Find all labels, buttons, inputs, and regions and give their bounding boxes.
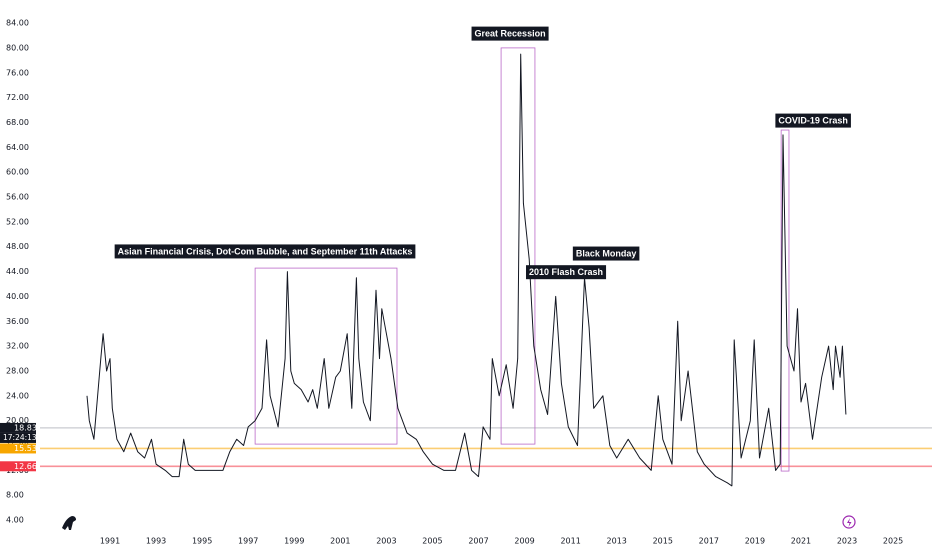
x-tick-label: 1997 — [238, 537, 258, 546]
y-tick-label: 40.00 — [6, 292, 29, 301]
x-tick-label: 1995 — [192, 537, 212, 546]
price-label: 15.53 — [14, 444, 37, 453]
x-tick-label: 2011 — [560, 537, 580, 546]
countdown-box — [0, 432, 36, 443]
annotation: Great Recession — [471, 26, 549, 41]
annotation-box — [114, 244, 416, 259]
y-tick-label: 68.00 — [6, 118, 29, 127]
x-tick-label: 2023 — [837, 537, 857, 546]
x-tick-label: 1991 — [100, 537, 120, 546]
price-label: 18.83 — [14, 423, 37, 432]
annotation-text: Great Recession — [475, 29, 546, 39]
annotation: 2010 Flash Crash — [526, 265, 607, 280]
annotation-text: COVID-19 Crash — [778, 116, 848, 126]
x-tick-label: 2005 — [422, 537, 442, 546]
annotation-box — [572, 246, 640, 261]
annotation-box — [526, 265, 607, 280]
price-label-box — [0, 461, 36, 472]
y-tick-label: 56.00 — [6, 193, 29, 202]
y-tick-label: 36.00 — [6, 317, 29, 326]
event-region — [254, 267, 398, 445]
lightning-circle[interactable] — [842, 515, 856, 529]
annotation-box — [471, 26, 549, 41]
y-tick-label: 76.00 — [6, 68, 29, 77]
x-tick-label: 2013 — [607, 537, 627, 546]
x-tick-label: 2019 — [745, 537, 765, 546]
price-label-box — [0, 422, 36, 433]
lightning-button[interactable] — [842, 515, 856, 529]
x-tick-label: 2021 — [791, 537, 811, 546]
price-label-box — [0, 443, 36, 454]
price-label: 12.66 — [14, 462, 37, 471]
y-tick-label: 4.00 — [6, 516, 24, 525]
annotation-box — [775, 113, 851, 128]
x-tick-label: 2009 — [514, 537, 534, 546]
y-tick-label: 64.00 — [6, 143, 29, 152]
y-tick-label: 44.00 — [6, 267, 29, 276]
y-tick-label: 52.00 — [6, 217, 29, 226]
y-tick-label: 84.00 — [6, 19, 29, 28]
annotation: COVID-19 Crash — [775, 113, 851, 128]
x-tick-label: 2015 — [653, 537, 673, 546]
x-tick-label: 2017 — [699, 537, 719, 546]
logo[interactable] — [62, 516, 76, 530]
x-tick-label: 2025 — [883, 537, 903, 546]
y-tick-label: 20.00 — [6, 416, 29, 425]
annotation-text: 2010 Flash Crash — [529, 267, 603, 277]
logo-icon[interactable] — [62, 516, 76, 530]
annotation: Black Monday — [572, 246, 640, 261]
x-tick-label: 2007 — [468, 537, 488, 546]
y-tick-label: 60.00 — [6, 168, 29, 177]
y-tick-label: 8.00 — [6, 491, 24, 500]
y-tick-label: 24.00 — [6, 391, 29, 400]
event-region — [500, 47, 536, 445]
y-tick-label: 48.00 — [6, 242, 29, 251]
series-line — [86, 53, 847, 487]
countdown: 17:24:13 — [3, 433, 37, 442]
x-tick-label: 1999 — [284, 537, 304, 546]
annotation: Asian Financial Crisis, Dot-Com Bubble, … — [114, 244, 416, 259]
lightning-icon[interactable] — [847, 518, 852, 527]
x-tick-label: 2001 — [330, 537, 350, 546]
annotation-text: Black Monday — [576, 249, 637, 259]
x-tick-label: 2003 — [376, 537, 396, 546]
y-tick-label: 32.00 — [6, 342, 29, 351]
y-tick-label: 80.00 — [6, 43, 29, 52]
x-tick-label: 1993 — [146, 537, 166, 546]
annotation-text: Asian Financial Crisis, Dot-Com Bubble, … — [118, 246, 413, 256]
y-tick-label: 72.00 — [6, 93, 29, 102]
y-tick-label: 28.00 — [6, 366, 29, 375]
